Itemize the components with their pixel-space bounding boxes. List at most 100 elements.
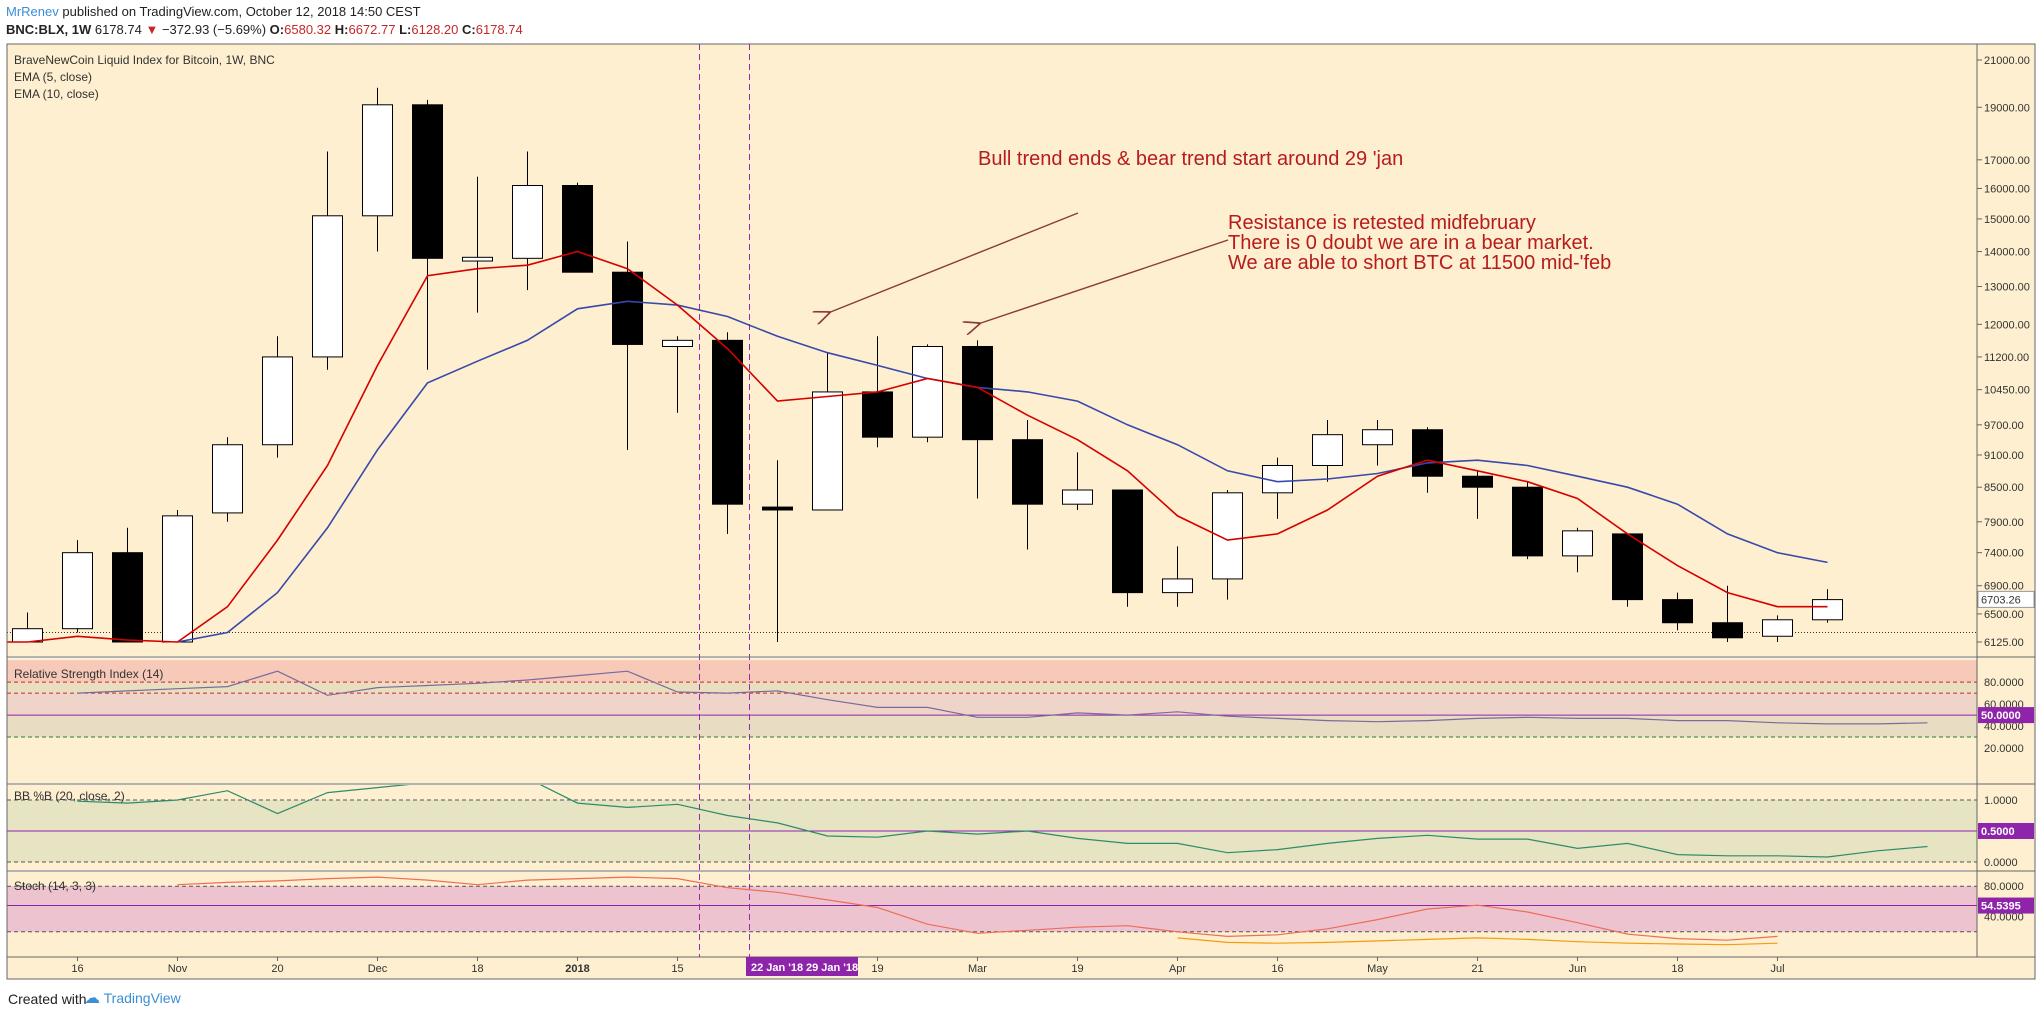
candle bbox=[762, 460, 793, 642]
bbp-mid-label: 0.5000 bbox=[1981, 826, 2015, 838]
rsi-mid-label: 50.0000 bbox=[1981, 710, 2021, 722]
candle-body bbox=[1612, 533, 1643, 601]
time-tick-label: Jul bbox=[1770, 963, 1784, 975]
price-tick-label: 11200.00 bbox=[1984, 352, 2029, 364]
time-tick-label: 18 bbox=[1671, 963, 1683, 975]
candle bbox=[162, 509, 193, 643]
arrow-bull-end bbox=[828, 212, 1079, 313]
rsi-lower-band bbox=[7, 715, 1977, 738]
rsi-upper-band bbox=[7, 693, 1977, 716]
candle bbox=[1112, 489, 1143, 607]
candle-body bbox=[1662, 599, 1693, 624]
candle-body bbox=[662, 339, 693, 347]
candle bbox=[912, 344, 943, 443]
stoch-d-line bbox=[1177, 937, 1778, 946]
candle bbox=[612, 241, 643, 450]
time-tick-label: 19 bbox=[1071, 963, 1083, 975]
publish-line: MrRenev published on TradingView.com, Oc… bbox=[6, 4, 421, 19]
footer: Created with ☁ TradingView bbox=[0, 980, 2041, 1015]
candle bbox=[12, 612, 43, 643]
close-label: C: bbox=[462, 22, 476, 37]
bbp-tick-label: 1.0000 bbox=[1984, 795, 2018, 807]
candle-body bbox=[162, 515, 193, 643]
candle bbox=[1612, 533, 1643, 607]
rsi-mid-tag bbox=[1978, 707, 2034, 724]
ema5-label: EMA (5, close) bbox=[14, 70, 92, 84]
price-tick-label: 15000.00 bbox=[1984, 214, 2030, 226]
price-tick-label: 14000.00 bbox=[1984, 247, 2030, 259]
time-tick-label: May bbox=[1367, 963, 1388, 975]
candle-body bbox=[212, 444, 243, 514]
author-link[interactable]: MrRenev bbox=[6, 4, 59, 19]
price-tick-label: 21000.00 bbox=[1984, 55, 2030, 67]
candle-body bbox=[1812, 599, 1843, 621]
cloud-icon: ☁ bbox=[84, 990, 100, 1007]
time-tick-label: 19 bbox=[871, 963, 883, 975]
time-tick-label: Jun bbox=[1569, 963, 1587, 975]
ema5-line bbox=[7, 250, 1828, 643]
candle bbox=[512, 151, 543, 291]
candle bbox=[212, 437, 243, 522]
stoch-label: Stoch (14, 3, 3) bbox=[14, 879, 96, 893]
candle-body bbox=[512, 185, 543, 259]
time-tick-label: Nov bbox=[168, 963, 188, 975]
price-tick-label: 9100.00 bbox=[1984, 450, 2024, 462]
candle bbox=[1012, 419, 1043, 550]
candle bbox=[1662, 592, 1693, 631]
bbp-tick-label: 0.0000 bbox=[1984, 857, 2018, 869]
price-tick-label: 7400.00 bbox=[1984, 548, 2024, 560]
annotation-resistance-3: We are able to short BTC at 11500 mid-'f… bbox=[1228, 252, 1611, 274]
published-text: published on TradingView.com, October 12… bbox=[62, 4, 421, 19]
candle bbox=[1462, 470, 1493, 519]
candle bbox=[462, 176, 493, 313]
stoch-mid-label: 54.5395 bbox=[1981, 901, 2021, 913]
candle-body bbox=[1012, 439, 1043, 505]
candle-body bbox=[412, 104, 443, 259]
candle bbox=[712, 332, 743, 534]
candle-body bbox=[862, 391, 893, 438]
candle bbox=[1062, 452, 1093, 510]
arrow-resistance bbox=[978, 239, 1229, 324]
candle-body bbox=[1162, 578, 1193, 594]
candle-body bbox=[562, 185, 593, 273]
chart-border bbox=[6, 43, 2036, 980]
candle-body bbox=[1562, 530, 1593, 557]
price-tick-label: 19000.00 bbox=[1984, 102, 2030, 114]
ema10-label: EMA (10, close) bbox=[14, 87, 99, 101]
time-tick-label: 16 bbox=[71, 963, 83, 975]
time-tick-label: 15 bbox=[671, 963, 683, 975]
candle bbox=[1562, 527, 1593, 573]
date-marker-1: 22 Jan '18 bbox=[751, 962, 803, 974]
ema10-line bbox=[177, 300, 1828, 643]
high-label: H: bbox=[334, 22, 349, 37]
tradingview-logo[interactable]: ☁ TradingView bbox=[84, 988, 181, 1008]
time-tick-label: 2018 bbox=[565, 963, 589, 975]
price-tick-label: 8500.00 bbox=[1984, 482, 2024, 494]
candle bbox=[412, 99, 443, 370]
candle bbox=[662, 336, 693, 413]
candle bbox=[1712, 585, 1743, 642]
time-axis-bg bbox=[7, 957, 2035, 979]
candle bbox=[562, 182, 593, 273]
candle bbox=[1162, 546, 1193, 607]
price-tick-label: 16000.00 bbox=[1984, 183, 2030, 195]
ohlc-line: BNC:BLX, 1W 6178.74 ▼ −372.93 (−5.69%) O… bbox=[6, 22, 523, 37]
stoch-mid-tag bbox=[1978, 897, 2034, 914]
last-price-tag bbox=[1977, 590, 2035, 608]
high-value: 6672.77 bbox=[348, 22, 396, 37]
symbol: BNC:BLX, 1W bbox=[6, 22, 92, 37]
chart-title: BraveNewCoin Liquid Index for Bitcoin, 1… bbox=[14, 53, 275, 67]
price-tick-label: 9700.00 bbox=[1984, 420, 2024, 432]
candle-body bbox=[312, 215, 343, 358]
candle-body bbox=[1112, 489, 1143, 594]
low-value: 6128.20 bbox=[411, 22, 459, 37]
candle-body bbox=[762, 506, 793, 511]
price-tick-label: 6900.00 bbox=[1984, 581, 2024, 593]
rsi-line bbox=[77, 670, 1928, 725]
candle-body bbox=[812, 391, 843, 511]
candle-body bbox=[362, 104, 393, 217]
time-tick-label: 20 bbox=[271, 963, 283, 975]
stoch-band bbox=[7, 886, 1977, 932]
price-tick-label: 17000.00 bbox=[1984, 155, 2030, 167]
candle bbox=[1362, 419, 1393, 466]
